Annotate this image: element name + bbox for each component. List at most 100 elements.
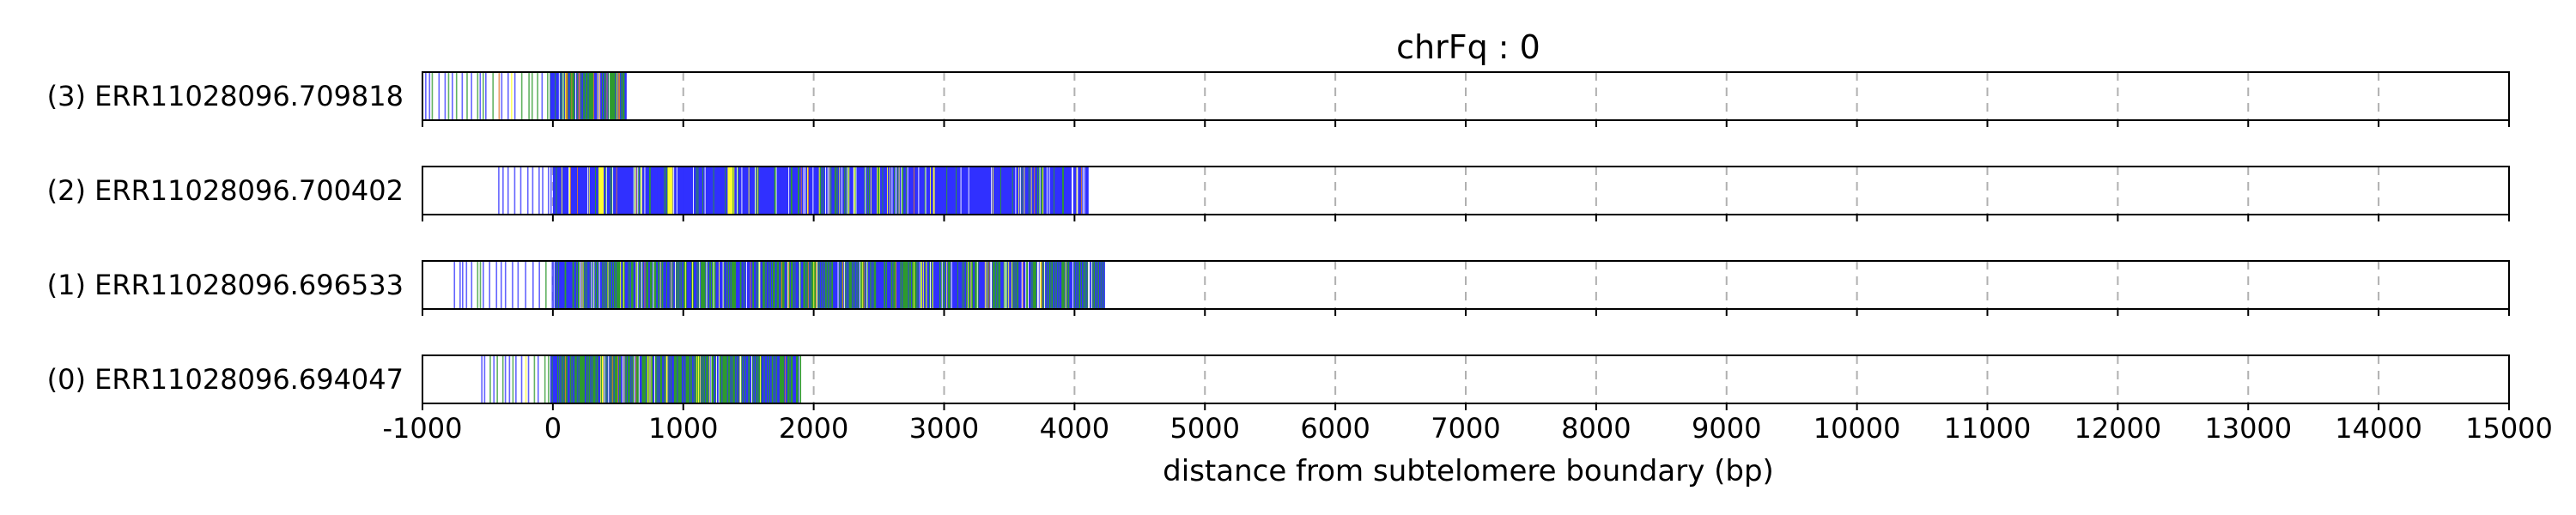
read-stripe [638, 261, 640, 309]
read-stripe [646, 355, 648, 403]
read-stripe [771, 355, 774, 403]
read-stripe [812, 167, 814, 215]
read-stripe [836, 261, 839, 309]
read-stripe [806, 167, 808, 215]
read-stripe [763, 261, 765, 309]
read-stripe [623, 355, 625, 403]
read-stripe [1034, 167, 1036, 215]
read-stripe [625, 167, 628, 215]
read-stripe [1026, 261, 1028, 309]
read-stripe [738, 355, 740, 403]
read-stripe [452, 72, 453, 120]
read-stripe [848, 167, 849, 215]
read-stripe [971, 167, 973, 215]
read-stripe [637, 355, 640, 403]
read-stripe [1041, 261, 1043, 309]
read-stripe [896, 261, 897, 309]
read-stripe [799, 167, 800, 215]
read-stripe [809, 167, 811, 215]
read-stripe [881, 261, 884, 309]
read-stripe [842, 261, 845, 309]
read-stripe [1036, 167, 1038, 215]
read-stripe [758, 167, 761, 215]
read-stripe [1077, 167, 1078, 215]
read-stripe [653, 167, 655, 215]
read-stripe [969, 167, 972, 215]
read-stripe [1063, 261, 1066, 309]
read-stripe [580, 261, 582, 309]
read-stripe [835, 261, 837, 309]
read-stripe [633, 355, 635, 403]
read-stripe [785, 355, 787, 403]
read-stripe [954, 261, 956, 309]
read-stripe [795, 167, 797, 215]
read-stripe [1063, 167, 1065, 215]
read-stripe [816, 167, 818, 215]
read-stripe [538, 261, 540, 309]
read-stripe [591, 72, 592, 120]
read-stripe [990, 167, 992, 215]
read-stripe [556, 261, 558, 309]
read-stripe [739, 167, 742, 215]
read-stripe [968, 167, 970, 215]
read-stripe [934, 261, 937, 309]
read-stripe [975, 261, 977, 309]
read-stripe [617, 72, 618, 120]
read-stripe [605, 261, 607, 309]
read-stripe [905, 261, 908, 309]
x-axis-label: distance from subtelomere boundary (bp) [1163, 454, 1774, 488]
read-stripe [886, 167, 889, 215]
read-stripe [731, 355, 732, 403]
read-stripe [757, 261, 760, 309]
read-stripe [1079, 167, 1081, 215]
read-stripe [701, 167, 702, 215]
read-stripe [700, 261, 702, 309]
read-stripe [507, 72, 509, 120]
read-stripe [570, 72, 573, 120]
read-stripe [665, 355, 667, 403]
read-stripe [1056, 167, 1059, 215]
read-stripe [1020, 167, 1023, 215]
read-stripe [840, 167, 841, 215]
read-stripe [600, 355, 602, 403]
read-stripe [924, 167, 927, 215]
read-stripe [611, 72, 613, 120]
read-stripe [855, 167, 858, 215]
read-stripe [912, 167, 914, 215]
read-stripe [998, 167, 999, 215]
read-stripe [775, 261, 778, 309]
read-stripe [982, 167, 984, 215]
read-stripe [855, 261, 858, 309]
read-stripe [869, 261, 872, 309]
read-stripe [683, 261, 685, 309]
read-stripe [757, 167, 760, 215]
read-stripe [997, 167, 999, 215]
read-stripe [613, 261, 615, 309]
read-stripe [927, 167, 929, 215]
read-stripe [639, 355, 641, 403]
read-stripe [577, 355, 580, 403]
read-stripe [730, 355, 732, 403]
read-stripe [747, 261, 750, 309]
read-stripe [827, 261, 829, 309]
read-stripe [1058, 167, 1060, 215]
read-stripe [1048, 261, 1051, 309]
read-stripe [1096, 261, 1097, 309]
read-stripe [1005, 261, 1007, 309]
read-stripe [622, 355, 624, 403]
read-stripe [804, 167, 805, 215]
read-stripe [590, 261, 592, 309]
read-stripe [877, 261, 878, 309]
read-stripe [954, 167, 956, 215]
read-stripe [621, 72, 623, 120]
read-stripe [1036, 261, 1037, 309]
read-stripe [829, 167, 831, 215]
read-stripe [647, 167, 649, 215]
read-stripe [867, 261, 869, 309]
read-label: (3) ERR11028096.709818 [47, 80, 404, 112]
read-stripe [520, 355, 523, 403]
read-stripe [980, 167, 981, 215]
read-stripe [790, 167, 793, 215]
read-stripe [915, 261, 918, 309]
read-stripe [764, 167, 767, 215]
